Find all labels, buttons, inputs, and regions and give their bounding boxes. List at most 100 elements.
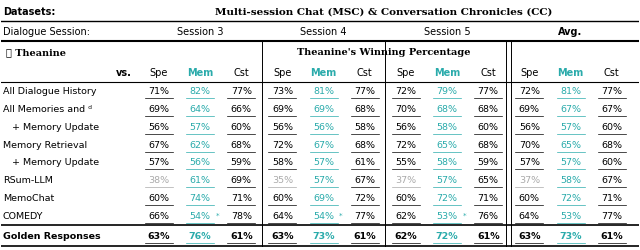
Text: 73%: 73%	[559, 231, 582, 239]
Text: 56%: 56%	[189, 158, 211, 167]
Text: COMEDY: COMEDY	[3, 211, 43, 220]
Text: 61%: 61%	[353, 231, 376, 239]
Text: 60%: 60%	[601, 158, 622, 167]
Text: 68%: 68%	[354, 104, 375, 114]
Text: 60%: 60%	[396, 194, 417, 202]
Text: 68%: 68%	[601, 140, 622, 149]
Text: 68%: 68%	[354, 140, 375, 149]
Text: 67%: 67%	[560, 104, 581, 114]
Text: *: *	[462, 212, 466, 218]
Text: Session 5: Session 5	[424, 27, 470, 37]
Text: + Memory Update: + Memory Update	[12, 122, 99, 131]
Text: *: *	[216, 212, 219, 218]
Text: 64%: 64%	[272, 211, 293, 220]
Text: Theanine's Winning Percentage: Theanine's Winning Percentage	[297, 48, 470, 57]
Text: 72%: 72%	[436, 194, 458, 202]
Text: 61%: 61%	[354, 158, 375, 167]
Text: Session 3: Session 3	[177, 27, 223, 37]
Text: All Dialogue History: All Dialogue History	[3, 87, 96, 96]
Text: 70%: 70%	[396, 104, 417, 114]
Text: 58%: 58%	[436, 122, 458, 131]
Text: 57%: 57%	[560, 122, 581, 131]
Text: 60%: 60%	[519, 194, 540, 202]
Text: 38%: 38%	[148, 176, 170, 184]
Text: 57%: 57%	[148, 158, 170, 167]
Text: Session 4: Session 4	[300, 27, 347, 37]
Text: 73%: 73%	[272, 87, 293, 96]
Text: 68%: 68%	[477, 140, 499, 149]
Text: 78%: 78%	[231, 211, 252, 220]
Text: 71%: 71%	[601, 194, 622, 202]
Text: Cst: Cst	[481, 67, 496, 77]
Text: Mem: Mem	[187, 67, 213, 77]
Text: MemoChat: MemoChat	[3, 194, 54, 202]
Text: 73%: 73%	[312, 231, 335, 239]
Text: 64%: 64%	[519, 211, 540, 220]
Text: 69%: 69%	[272, 104, 293, 114]
Text: 69%: 69%	[313, 194, 334, 202]
Text: 58%: 58%	[354, 122, 375, 131]
Text: 57%: 57%	[313, 176, 334, 184]
Text: 57%: 57%	[436, 176, 458, 184]
Text: 69%: 69%	[313, 104, 334, 114]
Text: 56%: 56%	[272, 122, 293, 131]
Text: 69%: 69%	[148, 104, 170, 114]
Text: Dialogue Session:: Dialogue Session:	[3, 27, 90, 37]
Text: 57%: 57%	[189, 122, 211, 131]
Text: 56%: 56%	[396, 122, 417, 131]
Text: 61%: 61%	[600, 231, 623, 239]
Text: Multi-session Chat (MSC) & Conversation Chronicles (CC): Multi-session Chat (MSC) & Conversation …	[215, 8, 552, 16]
Text: Mem: Mem	[557, 67, 584, 77]
Text: 55%: 55%	[396, 158, 417, 167]
Text: 53%: 53%	[560, 211, 581, 220]
Text: 60%: 60%	[272, 194, 293, 202]
Text: 71%: 71%	[148, 87, 170, 96]
Text: Memory Retrieval: Memory Retrieval	[3, 140, 87, 149]
Text: Datasets:: Datasets:	[3, 7, 55, 17]
Text: 66%: 66%	[231, 104, 252, 114]
Text: 72%: 72%	[396, 140, 417, 149]
Text: Cst: Cst	[357, 67, 372, 77]
Text: 57%: 57%	[519, 158, 540, 167]
Text: *: *	[339, 212, 342, 218]
Text: 77%: 77%	[231, 87, 252, 96]
Text: 72%: 72%	[396, 87, 417, 96]
Text: 77%: 77%	[601, 211, 622, 220]
Text: 35%: 35%	[272, 176, 293, 184]
Text: 65%: 65%	[477, 176, 499, 184]
Text: 60%: 60%	[148, 194, 170, 202]
Text: 58%: 58%	[436, 158, 458, 167]
Text: 69%: 69%	[231, 176, 252, 184]
Text: 72%: 72%	[560, 194, 581, 202]
Text: 67%: 67%	[148, 140, 170, 149]
Text: 68%: 68%	[231, 140, 252, 149]
Text: All Memories and ᵈ: All Memories and ᵈ	[3, 104, 92, 114]
Text: 56%: 56%	[313, 122, 334, 131]
Text: 72%: 72%	[272, 140, 293, 149]
Text: 37%: 37%	[396, 176, 417, 184]
Text: Avg.: Avg.	[558, 27, 582, 37]
Text: 77%: 77%	[354, 87, 375, 96]
Text: 64%: 64%	[189, 104, 211, 114]
Text: Cst: Cst	[604, 67, 620, 77]
Text: 63%: 63%	[518, 231, 541, 239]
Text: 79%: 79%	[436, 87, 458, 96]
Text: 71%: 71%	[477, 194, 499, 202]
Text: 59%: 59%	[231, 158, 252, 167]
Text: 62%: 62%	[396, 211, 417, 220]
Text: 62%: 62%	[189, 140, 211, 149]
Text: 53%: 53%	[436, 211, 458, 220]
Text: 57%: 57%	[560, 158, 581, 167]
Text: + Memory Update: + Memory Update	[12, 158, 99, 167]
Text: 72%: 72%	[519, 87, 540, 96]
Text: 63%: 63%	[271, 231, 294, 239]
Text: 77%: 77%	[354, 211, 375, 220]
Text: 67%: 67%	[354, 176, 375, 184]
Text: 67%: 67%	[601, 176, 622, 184]
Text: 70%: 70%	[519, 140, 540, 149]
Text: 57%: 57%	[313, 158, 334, 167]
Text: 72%: 72%	[436, 231, 458, 239]
Text: 65%: 65%	[436, 140, 458, 149]
Text: Spe: Spe	[397, 67, 415, 77]
Text: 60%: 60%	[601, 122, 622, 131]
